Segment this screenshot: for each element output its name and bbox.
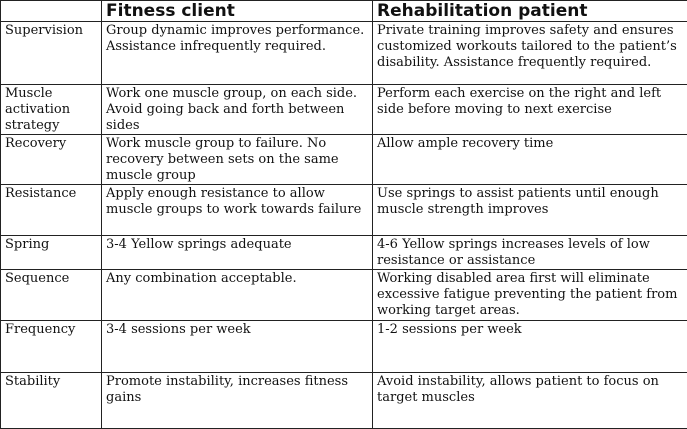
table-row: Muscle activation strategy Work one musc… bbox=[1, 85, 687, 135]
row-label-muscle-activation-strategy: Muscle activation strategy bbox=[1, 85, 102, 135]
table-row: Recovery Work muscle group to failure. N… bbox=[1, 135, 687, 185]
table-row: Stability Promote instability, increases… bbox=[1, 373, 687, 429]
row-label-frequency: Frequency bbox=[1, 321, 102, 373]
fitness-cell: Any combination acceptable. bbox=[102, 270, 373, 321]
rehab-cell: Perform each exercise on the right and l… bbox=[373, 85, 687, 135]
header-fitness-client: Fitness client bbox=[102, 1, 373, 22]
table-row: Frequency 3-4 sessions per week 1-2 sess… bbox=[1, 321, 687, 373]
row-label-spring: Spring bbox=[1, 236, 102, 270]
rehab-cell: Working disabled area first will elimina… bbox=[373, 270, 687, 321]
row-label-sequence: Sequence bbox=[1, 270, 102, 321]
table-row: Sequence Any combination acceptable. Wor… bbox=[1, 270, 687, 321]
row-label-recovery: Recovery bbox=[1, 135, 102, 185]
table-row: Resistance Apply enough resistance to al… bbox=[1, 185, 687, 236]
fitness-cell: Apply enough resistance to allow muscle … bbox=[102, 185, 373, 236]
row-label-resistance: Resistance bbox=[1, 185, 102, 236]
table-row: Supervision Group dynamic improves perfo… bbox=[1, 22, 687, 85]
row-label-supervision: Supervision bbox=[1, 22, 102, 85]
row-label-stability: Stability bbox=[1, 373, 102, 429]
rehab-cell: 1-2 sessions per week bbox=[373, 321, 687, 373]
rehab-cell: Avoid instability, allows patient to foc… bbox=[373, 373, 687, 429]
rehab-cell: 4-6 Yellow springs increases levels of l… bbox=[373, 236, 687, 270]
rehab-cell: Allow ample recovery time bbox=[373, 135, 687, 185]
fitness-cell: Promote instability, increases fitness g… bbox=[102, 373, 373, 429]
fitness-cell: 3-4 sessions per week bbox=[102, 321, 373, 373]
fitness-cell: Group dynamic improves performance. Assi… bbox=[102, 22, 373, 85]
fitness-cell: Work one muscle group, on each side. Avo… bbox=[102, 85, 373, 135]
header-row: Fitness client Rehabilitation patient bbox=[1, 1, 687, 22]
table-row: Spring 3-4 Yellow springs adequate 4-6 Y… bbox=[1, 236, 687, 270]
fitness-cell: Work muscle group to failure. No recover… bbox=[102, 135, 373, 185]
fitness-cell: 3-4 Yellow springs adequate bbox=[102, 236, 373, 270]
header-rehabilitation-patient: Rehabilitation patient bbox=[373, 1, 687, 22]
header-corner-cell bbox=[1, 1, 102, 22]
rehab-cell: Private training improves safety and ens… bbox=[373, 22, 687, 85]
rehab-cell: Use springs to assist patients until eno… bbox=[373, 185, 687, 236]
